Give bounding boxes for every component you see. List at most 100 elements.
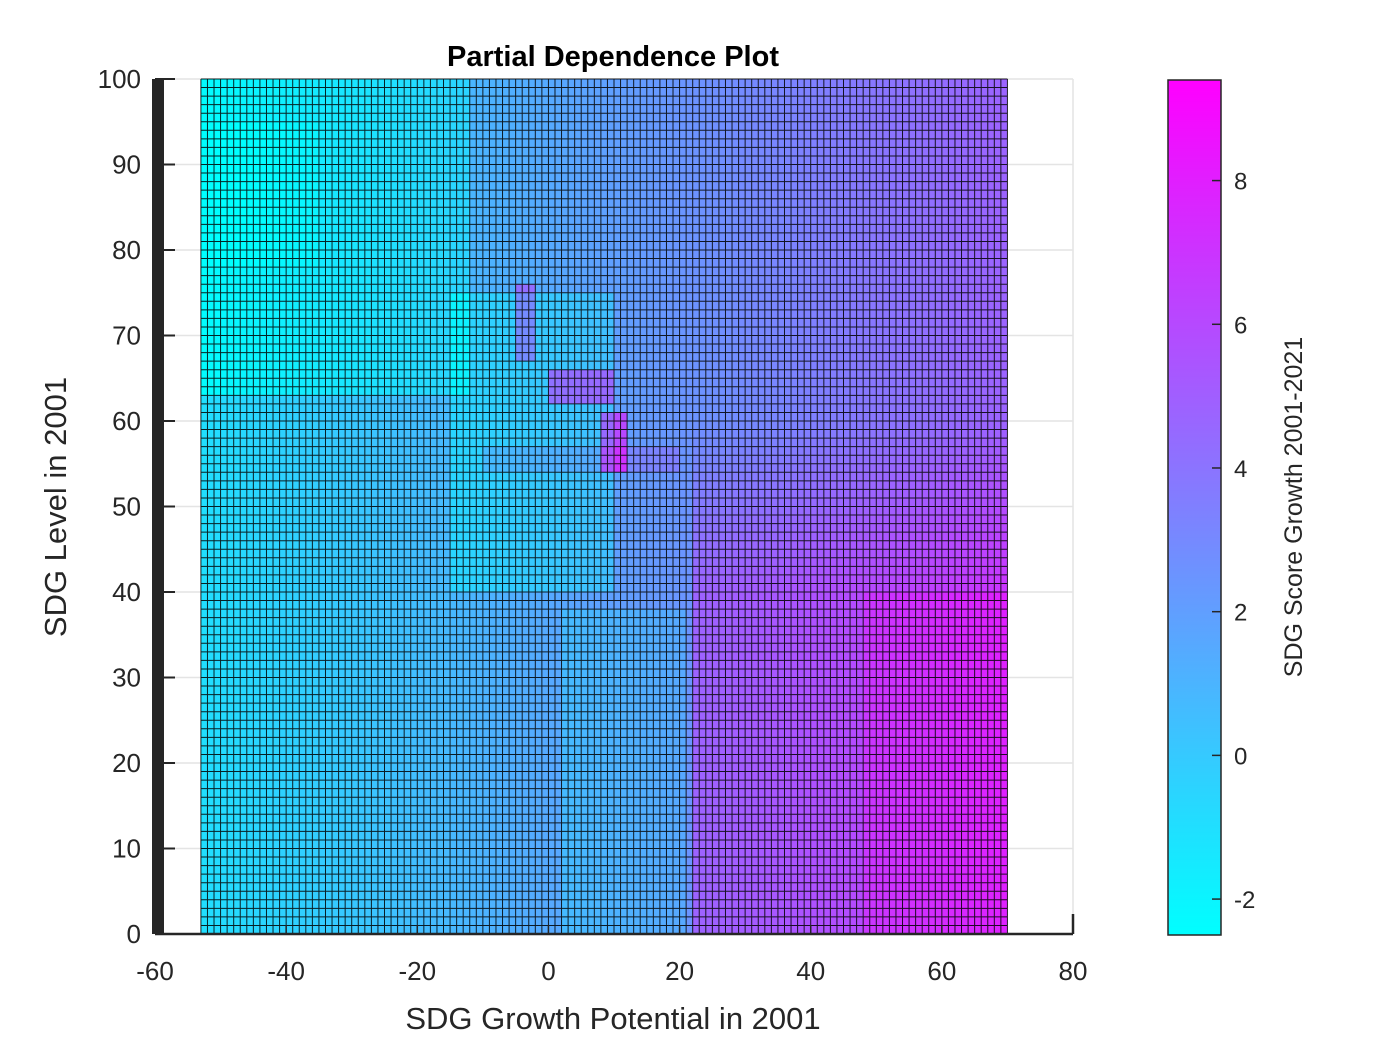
- heatmap-cell: [430, 275, 438, 285]
- heatmap-cell: [686, 155, 693, 165]
- heatmap-cell: [928, 301, 936, 310]
- heatmap-cell: [758, 87, 765, 97]
- heatmap-cell: [259, 369, 267, 379]
- heatmap-cell: [233, 104, 241, 114]
- heatmap-cell: [692, 164, 700, 174]
- heatmap-cell: [443, 292, 451, 302]
- heatmap-cell: [699, 96, 706, 105]
- heatmap-cell: [312, 395, 319, 404]
- heatmap-cell: [699, 284, 706, 293]
- heatmap-cell: [502, 421, 510, 430]
- heatmap-cell: [797, 87, 805, 97]
- heatmap-cell: [633, 138, 641, 148]
- heatmap-cell: [450, 318, 457, 327]
- heatmap-cell: [581, 412, 588, 422]
- heatmap-cell: [332, 241, 339, 251]
- heatmap-cell: [528, 361, 536, 370]
- heatmap-cell: [273, 87, 280, 97]
- heatmap-cell: [253, 258, 260, 268]
- heatmap-cell: [535, 326, 542, 336]
- heatmap-cell: [823, 232, 831, 242]
- heatmap-cell: [810, 284, 818, 293]
- heatmap-cell: [732, 138, 739, 148]
- heatmap-cell: [266, 267, 274, 276]
- heatmap-cell: [915, 301, 923, 310]
- heatmap-cell: [338, 198, 346, 208]
- heatmap-cell: [299, 207, 306, 216]
- heatmap-cell: [745, 147, 752, 156]
- heatmap-cell: [259, 224, 267, 233]
- heatmap-cell: [725, 309, 733, 319]
- heatmap-cell: [679, 309, 687, 319]
- heatmap-cell: [325, 335, 333, 345]
- heatmap-cell: [463, 267, 470, 276]
- heatmap-cell: [692, 403, 700, 413]
- heatmap-cell: [535, 113, 542, 122]
- heatmap-cell: [233, 361, 241, 370]
- heatmap-cell: [364, 403, 372, 413]
- heatmap-cell: [581, 258, 588, 268]
- heatmap-cell: [653, 215, 660, 225]
- heatmap-cell: [633, 352, 641, 362]
- heatmap-cell: [732, 326, 739, 336]
- heatmap-cell: [292, 215, 300, 225]
- heatmap-cell: [450, 104, 457, 114]
- heatmap-cell: [266, 275, 274, 285]
- heatmap-cell: [325, 113, 333, 122]
- heatmap-cell: [856, 215, 864, 225]
- heatmap-cell: [345, 335, 352, 345]
- heatmap-cell: [673, 267, 680, 276]
- heatmap-cell: [692, 258, 700, 268]
- heatmap-cell: [581, 241, 588, 251]
- heatmap-cell: [233, 412, 241, 422]
- heatmap-cell: [423, 207, 431, 216]
- heatmap-cell: [948, 215, 956, 225]
- heatmap-cell: [764, 352, 772, 362]
- heatmap-cell: [535, 96, 542, 105]
- heatmap-cell: [561, 96, 569, 105]
- heatmap-cell: [922, 318, 929, 327]
- heatmap-cell: [843, 412, 851, 422]
- heatmap-cell: [214, 232, 221, 242]
- heatmap-cell: [587, 207, 595, 216]
- heatmap-cell: [850, 284, 857, 293]
- heatmap-cell: [968, 395, 975, 404]
- heatmap-cell: [804, 224, 811, 233]
- heatmap-cell: [535, 292, 542, 302]
- heatmap-cell: [273, 309, 280, 319]
- heatmap-cell: [614, 369, 621, 379]
- heatmap-cell: [528, 386, 536, 396]
- heatmap-cell: [830, 275, 837, 285]
- heatmap-cell: [423, 301, 431, 310]
- heatmap-cell: [318, 155, 326, 165]
- heatmap-cell: [581, 164, 588, 174]
- heatmap-grid: [200, 78, 1008, 935]
- heatmap-cell: [312, 232, 319, 242]
- heatmap-cell: [987, 155, 995, 165]
- heatmap-cell: [358, 284, 365, 293]
- heatmap-cell: [712, 121, 719, 131]
- heatmap-cell: [922, 335, 929, 345]
- heatmap-cell: [541, 130, 549, 139]
- heatmap-cell: [436, 173, 444, 182]
- heatmap-cell: [377, 378, 385, 387]
- heatmap-cell: [994, 104, 1001, 114]
- heatmap-cell: [423, 113, 431, 122]
- heatmap-cell: [522, 403, 529, 413]
- heatmap-cell: [482, 181, 490, 191]
- heatmap-cell: [640, 215, 647, 225]
- heatmap-cell: [850, 403, 857, 413]
- heatmap-cell: [469, 361, 477, 370]
- heatmap-cell: [817, 403, 824, 413]
- heatmap-cell: [450, 164, 457, 174]
- heatmap-cell: [246, 207, 254, 216]
- heatmap-cell: [994, 190, 1001, 199]
- heatmap-cell: [279, 138, 287, 148]
- heatmap-cell: [214, 258, 221, 268]
- heatmap-cell: [856, 241, 864, 251]
- heatmap-cell: [804, 198, 811, 208]
- heatmap-cell: [581, 369, 588, 379]
- heatmap-cell: [797, 147, 805, 156]
- heatmap-cell: [935, 275, 942, 285]
- heatmap-cell: [554, 361, 562, 370]
